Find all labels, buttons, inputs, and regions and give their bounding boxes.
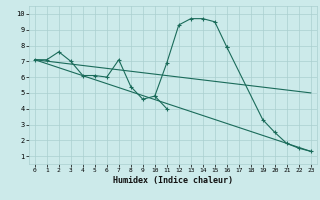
X-axis label: Humidex (Indice chaleur): Humidex (Indice chaleur) bbox=[113, 176, 233, 185]
